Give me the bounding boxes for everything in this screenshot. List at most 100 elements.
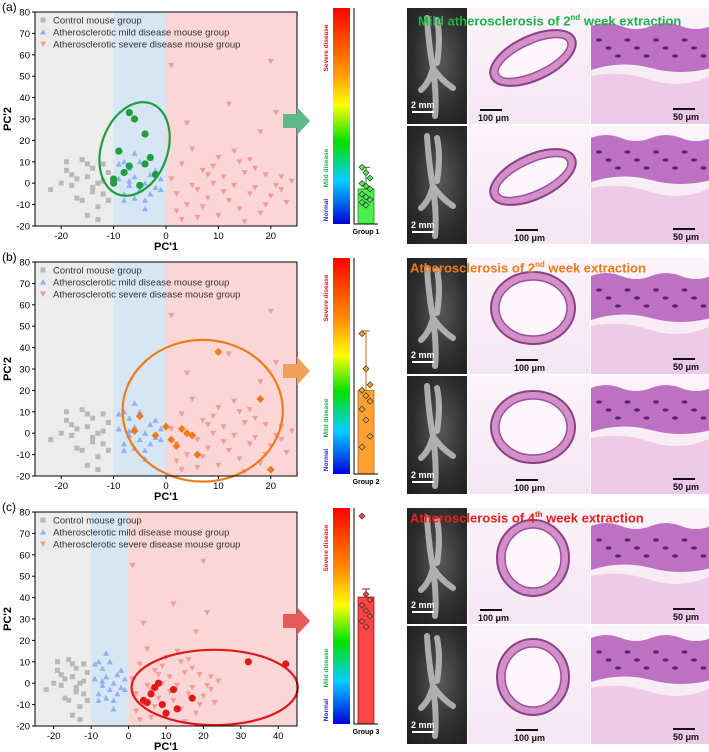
- severe-point: [170, 697, 177, 704]
- severe-point: [220, 189, 227, 195]
- scale-bar: [412, 231, 434, 233]
- legend-entry: Atherosclerotic severe disease mouse gro…: [53, 40, 240, 51]
- vessel-photo: 2 mm: [407, 126, 467, 244]
- highlight-point: [120, 168, 128, 177]
- control-point: [81, 691, 87, 697]
- bar-data-point: [362, 193, 370, 201]
- highlight-point: [182, 429, 191, 438]
- mild-point: [95, 690, 102, 697]
- mild-point: [126, 182, 133, 188]
- bar-data-point: [366, 381, 374, 389]
- mild-point: [121, 158, 128, 165]
- scale-label: 100 μm: [514, 363, 546, 373]
- severe-point: [185, 691, 192, 697]
- highlight-point: [167, 435, 176, 444]
- severe-point: [136, 717, 143, 723]
- control-point: [74, 176, 80, 182]
- scale-label: 2 mm: [411, 100, 435, 110]
- severe-point: [246, 191, 253, 197]
- legend-marker: [40, 541, 46, 547]
- severe-point: [196, 702, 203, 708]
- mild-point: [99, 665, 106, 671]
- panel-title: Atherosclerosis of 2nd week extraction: [410, 260, 646, 275]
- severe-point: [215, 212, 222, 219]
- y-tick-label: 40: [19, 343, 30, 354]
- scale-label: 2 mm: [411, 350, 435, 360]
- highlight-point: [244, 658, 252, 666]
- histology-zoom: 50 μm: [591, 126, 709, 244]
- control-point: [105, 170, 111, 175]
- bar-data-point: [362, 416, 370, 424]
- highlight-point: [115, 147, 123, 155]
- severe-point: [246, 441, 253, 447]
- histology-cross-section: 100 μm: [468, 376, 590, 494]
- x-tick-label: -10: [107, 231, 121, 242]
- control-point: [84, 161, 90, 167]
- mild-point: [115, 425, 122, 432]
- scale-label: 100 μm: [478, 113, 510, 123]
- x-tick-label: 20: [198, 731, 209, 742]
- mild-point: [136, 408, 143, 415]
- y-tick-label: 30: [19, 115, 30, 126]
- y-tick-label: -20: [16, 222, 30, 233]
- highlight-point: [136, 181, 144, 189]
- title-superscript: th: [535, 510, 543, 519]
- severe-point: [225, 101, 232, 108]
- bar-data-point: [366, 174, 374, 182]
- severe-point: [133, 708, 140, 715]
- highlight-point: [162, 709, 170, 717]
- severe-point: [178, 217, 185, 223]
- y-tick-label: 20: [19, 636, 30, 647]
- control-point: [63, 409, 69, 415]
- severe-point: [215, 678, 222, 685]
- scale-bar: [516, 479, 538, 481]
- severe-point: [241, 170, 248, 176]
- mild-point: [110, 705, 117, 712]
- severe-point: [173, 191, 180, 197]
- title-text: week extraction: [544, 260, 646, 276]
- control-point: [69, 674, 75, 680]
- y-tick-label: 0: [25, 179, 30, 190]
- mild-point: [131, 400, 138, 406]
- control-point: [74, 426, 80, 432]
- severe-point: [257, 379, 264, 385]
- severe-point: [148, 714, 155, 721]
- title-superscript: nd: [570, 13, 581, 22]
- severe-point: [207, 674, 214, 680]
- title-text: Atherosclerosis of 2: [410, 260, 535, 276]
- mild-point: [91, 660, 98, 667]
- severe-point: [189, 665, 196, 672]
- severe-point: [236, 456, 243, 462]
- mild-point: [157, 425, 164, 432]
- vessel-photo: 2 mm: [407, 376, 467, 494]
- y-tick-label: 40: [19, 593, 30, 604]
- y-tick-label: 50: [19, 322, 30, 333]
- legend-entry: Atherosclerotic severe disease mouse gro…: [53, 540, 240, 551]
- control-point: [81, 661, 87, 667]
- mild-point: [157, 436, 164, 443]
- mild-point: [147, 421, 154, 428]
- severe-point: [183, 120, 190, 127]
- severe-point: [204, 195, 211, 202]
- bar-data-point: [358, 386, 366, 394]
- legend-entry: Atherosclerotic mild disease mouse group: [53, 278, 229, 289]
- bar-data-point: [358, 617, 366, 625]
- highlight-point: [162, 422, 170, 431]
- figure-panel: (a) -20 -10 0 10 20 30 40 50 60 70 80 -20 -10 0 10 20 PC'…: [0, 0, 709, 250]
- severe-point: [241, 420, 248, 426]
- legend-entry: Control mouse group: [53, 266, 142, 277]
- colorbar-label: Mild disease: [323, 148, 330, 187]
- legend-entry: Atherosclerotic severe disease mouse gro…: [53, 290, 240, 301]
- group-label: Group 3: [353, 729, 380, 736]
- highlight-point: [158, 701, 166, 709]
- mild-point: [114, 690, 121, 697]
- y-tick-label: 50: [19, 572, 30, 583]
- scale-label: 100 μm: [514, 233, 546, 243]
- highlight-point: [151, 171, 160, 179]
- histology-zoom: 50 μm: [591, 8, 709, 124]
- control-point: [95, 180, 101, 186]
- x-tick-label: 0: [163, 481, 168, 492]
- severe-point: [252, 165, 259, 172]
- severe-point: [174, 648, 181, 655]
- scale-bar: [412, 611, 434, 613]
